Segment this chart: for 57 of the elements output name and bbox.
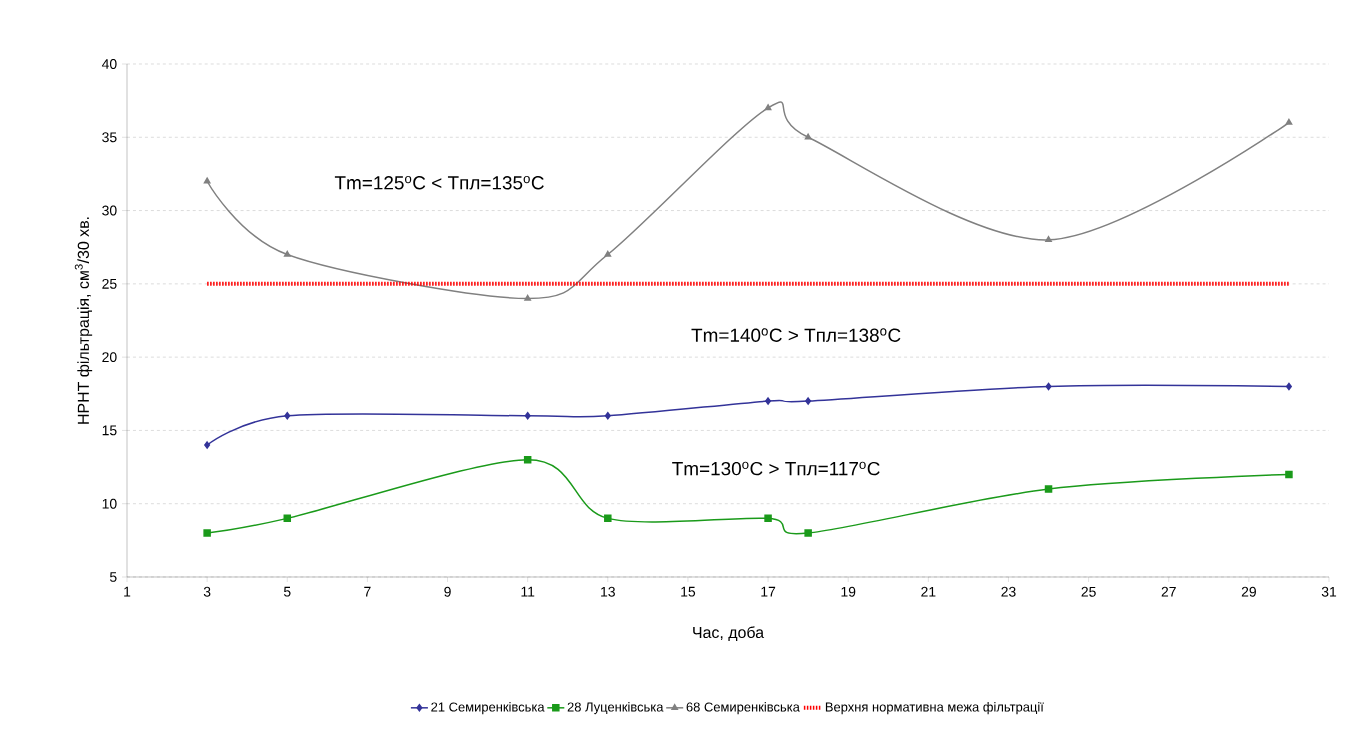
x-tick-label: 5 — [283, 586, 291, 597]
x-tick-label: 9 — [444, 586, 451, 597]
point — [284, 412, 291, 420]
point — [203, 529, 211, 537]
x-tick-label: 21 — [921, 586, 936, 597]
y-tick-label: 25 — [102, 278, 117, 289]
y-tick-label: 10 — [102, 498, 117, 509]
point — [1045, 236, 1052, 243]
x-tick-label: 1 — [124, 586, 131, 597]
point — [1045, 382, 1052, 391]
point — [203, 177, 211, 184]
point — [283, 514, 292, 523]
annotation: Tm=140$^{o}$C > Tпл=138$^{o}$C — [691, 328, 901, 342]
point — [523, 455, 532, 464]
y-tick-label: 20 — [102, 352, 117, 363]
point — [524, 294, 532, 301]
point — [604, 514, 612, 523]
annotation: Tm=125$^{o}$C < Tпл=135$^{o}$C — [334, 175, 544, 190]
x-tick-label: 25 — [1081, 586, 1096, 597]
legend-label: 21 Семиренківська — [431, 702, 545, 715]
y-tick-label: 15 — [102, 425, 117, 436]
point — [764, 514, 772, 523]
x-tick-label: 29 — [1241, 586, 1256, 597]
point — [524, 412, 531, 420]
x-tick-label: 27 — [1161, 586, 1176, 597]
y-tick-label: 35 — [102, 132, 117, 143]
point — [804, 133, 812, 140]
point — [765, 397, 772, 405]
x-tick-label: 31 — [1321, 586, 1337, 597]
x-tick-label: 23 — [1001, 586, 1016, 597]
point — [805, 397, 812, 405]
x-tick-label: 3 — [203, 586, 211, 597]
point — [604, 412, 611, 420]
y-tick-label: 5 — [109, 572, 117, 582]
x-axis-title: Час, доба — [693, 626, 765, 642]
y-tick-label: 40 — [101, 59, 117, 69]
point — [764, 104, 772, 111]
legend-label: 68 Семиренківська — [686, 702, 800, 715]
point — [1285, 470, 1293, 479]
point — [283, 250, 291, 257]
x-tick-label: 7 — [364, 586, 371, 597]
x-tick-label: 11 — [521, 586, 535, 597]
point — [604, 250, 612, 257]
x-tick-label: 19 — [841, 586, 856, 597]
y-tick-label: 30 — [102, 205, 117, 216]
annotation: Tm=130$^{o}$C > Tпл=117$^{o}$C — [672, 461, 880, 476]
point — [1044, 485, 1053, 493]
x-tick-label: 15 — [681, 586, 696, 597]
legend-label: 28 Луценківська — [567, 702, 664, 715]
point — [1285, 382, 1292, 391]
point — [1285, 118, 1293, 125]
point — [204, 441, 211, 449]
x-tick-label: 13 — [601, 586, 615, 597]
point — [804, 529, 812, 537]
x-tick-label: 17 — [761, 586, 776, 597]
y-axis-title: НРНТ фільтрація, см$^{3}$/30 хв. — [74, 217, 93, 424]
legend-label: Верхня нормативна межа фільтрації — [825, 702, 1044, 715]
